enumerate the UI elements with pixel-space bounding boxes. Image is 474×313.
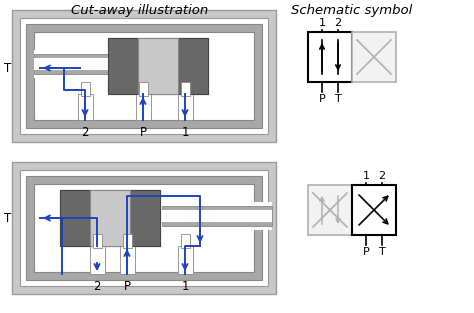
Text: 2: 2	[378, 171, 385, 181]
Bar	[78, 94, 93, 120]
Bar	[26, 176, 262, 280]
Bar	[108, 38, 208, 94]
Bar	[181, 234, 190, 248]
Bar	[20, 170, 268, 286]
Text: T: T	[335, 94, 341, 104]
Bar	[136, 94, 151, 120]
Bar	[178, 38, 208, 94]
Bar	[139, 82, 148, 96]
Text: 2: 2	[335, 18, 342, 28]
Bar	[162, 206, 272, 226]
Bar	[60, 190, 160, 246]
Bar	[34, 50, 108, 78]
Bar	[123, 234, 132, 248]
Bar	[352, 32, 396, 82]
Text: 1: 1	[319, 18, 326, 28]
Bar	[34, 58, 108, 70]
Bar	[308, 32, 352, 82]
Bar	[12, 10, 276, 142]
Text: T: T	[4, 61, 12, 74]
Bar	[20, 18, 268, 134]
Text: 2: 2	[81, 126, 89, 139]
Text: Schematic symbol: Schematic symbol	[292, 4, 413, 17]
Bar	[138, 38, 178, 94]
Text: 1: 1	[181, 126, 189, 139]
Bar	[90, 190, 130, 246]
Bar	[352, 185, 396, 235]
Bar	[138, 38, 178, 94]
Text: 1: 1	[363, 171, 370, 181]
Text: T: T	[379, 247, 385, 257]
Text: P: P	[139, 126, 146, 139]
Text: P: P	[363, 247, 369, 257]
Bar	[108, 38, 138, 94]
Text: 2: 2	[93, 280, 101, 293]
Bar	[26, 24, 262, 128]
Bar	[181, 82, 190, 96]
Bar	[12, 162, 276, 294]
Text: T: T	[4, 212, 12, 224]
Bar	[178, 94, 193, 120]
Bar	[60, 190, 90, 246]
Text: P: P	[319, 94, 325, 104]
Bar	[34, 54, 108, 74]
Text: P: P	[124, 280, 130, 293]
Text: 1: 1	[181, 280, 189, 293]
Bar	[90, 246, 105, 274]
Bar	[308, 185, 352, 235]
Bar	[178, 246, 193, 274]
Bar	[81, 82, 90, 96]
Bar	[34, 184, 254, 272]
Bar	[162, 202, 272, 230]
Text: Cut-away illustration: Cut-away illustration	[72, 4, 209, 17]
Bar	[130, 190, 160, 246]
Bar	[120, 246, 135, 274]
Bar	[162, 210, 272, 222]
Bar	[34, 32, 254, 120]
Bar	[93, 234, 102, 248]
